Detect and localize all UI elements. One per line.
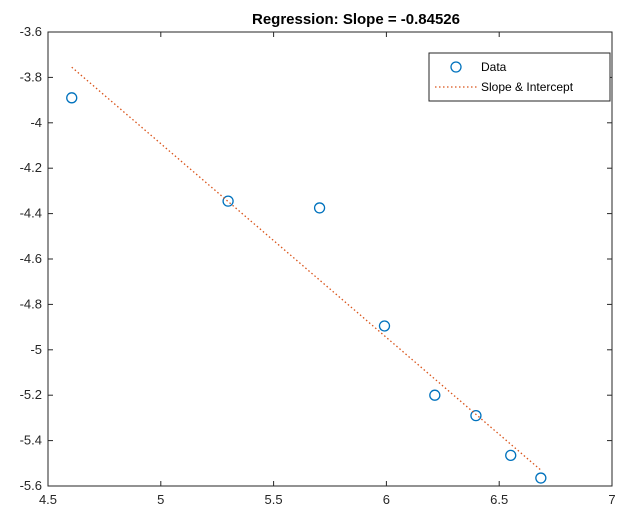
data-point bbox=[66, 92, 78, 104]
y-tick-label: -4.2 bbox=[20, 160, 42, 175]
data-point bbox=[378, 320, 391, 332]
legend-label: Data bbox=[481, 60, 507, 74]
legend-marker-swatch bbox=[450, 61, 462, 73]
chart-title: Regression: Slope = -0.84526 bbox=[252, 11, 460, 28]
x-tick-label: 6 bbox=[383, 492, 390, 507]
y-tick-label: -5.2 bbox=[20, 387, 42, 402]
data-point bbox=[313, 202, 326, 214]
data-point bbox=[505, 449, 517, 462]
y-tick-label: -5.6 bbox=[20, 478, 42, 493]
regression-line bbox=[71, 66, 542, 471]
y-tick-label: -3.6 bbox=[20, 24, 42, 39]
y-tick-label: -5.4 bbox=[20, 433, 42, 448]
x-tick-label: 6.5 bbox=[490, 492, 508, 507]
series-layer bbox=[66, 66, 547, 484]
legend: Data Slope & Intercept bbox=[428, 52, 611, 102]
y-axis: -3.6 -3.8 -4 -4.2 -4.4 -4.6 -4.8 -5 -5.2 -5.4 -5.6 bbox=[20, 24, 612, 493]
y-tick-label: -4.8 bbox=[20, 296, 42, 311]
x-axis: 4.5 5 5.5 6 6.5 7 bbox=[39, 32, 616, 507]
legend-box bbox=[428, 52, 611, 102]
y-tick-label: -4.6 bbox=[20, 251, 42, 266]
y-tick-label: -5 bbox=[30, 342, 42, 357]
x-tick-label: 7 bbox=[608, 492, 615, 507]
x-tick-label: 4.5 bbox=[39, 492, 57, 507]
plot-area bbox=[47, 31, 613, 487]
legend-label: Slope & Intercept bbox=[481, 80, 574, 94]
x-tick-label: 5.5 bbox=[265, 492, 283, 507]
axes-box bbox=[47, 31, 613, 487]
data-point bbox=[470, 409, 482, 422]
data-point bbox=[429, 389, 441, 401]
data-point bbox=[535, 472, 547, 484]
y-tick-label: -4.4 bbox=[20, 206, 42, 221]
y-tick-label: -4 bbox=[30, 115, 42, 130]
x-tick-label: 5 bbox=[157, 492, 164, 507]
data-point bbox=[222, 195, 234, 207]
y-tick-label: -3.8 bbox=[20, 69, 42, 84]
